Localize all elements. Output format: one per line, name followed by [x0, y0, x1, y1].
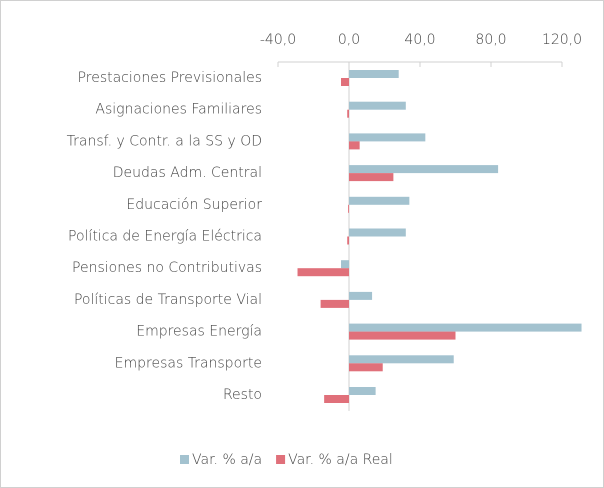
bar	[320, 299, 349, 308]
bar	[297, 268, 349, 277]
bar	[349, 196, 410, 205]
bar	[349, 141, 360, 150]
bar	[349, 387, 376, 395]
bar	[349, 363, 383, 372]
x-tick-label: 80,0	[475, 32, 506, 48]
y-tick-label: Deudas Adm. Central	[113, 165, 262, 181]
y-tick-label: Empresas Energía	[136, 324, 262, 340]
bar	[349, 228, 406, 237]
y-tick-label: Pensiones no Contributivas	[72, 260, 262, 276]
bar	[347, 236, 349, 245]
y-tick-label: Empresas Transporte	[115, 355, 262, 371]
bar	[349, 70, 399, 78]
legend-swatch	[276, 455, 286, 464]
bar	[349, 133, 426, 142]
bar	[349, 291, 373, 300]
bar	[349, 331, 456, 340]
x-tick-label: 120,0	[542, 32, 582, 48]
x-tick-label: 0,0	[338, 32, 360, 48]
y-tick-label: Transf. y Contr. a la SS y OD	[67, 133, 262, 149]
bar	[349, 101, 406, 110]
y-tick-label: Asignaciones Familiares	[95, 102, 262, 118]
bar	[324, 395, 349, 403]
legend-label: Var. % a/a	[192, 452, 262, 468]
x-tick-label: -40,0	[260, 32, 296, 48]
bar	[349, 323, 582, 332]
y-tick-label: Políticas de Transporte Vial	[74, 292, 262, 308]
bar	[349, 173, 394, 182]
bar	[349, 355, 454, 364]
legend-swatch	[180, 455, 189, 464]
bar	[349, 165, 499, 174]
bar	[341, 78, 349, 86]
y-tick-label: Prestaciones Previsionales	[78, 70, 262, 86]
x-tick-label: 40,0	[404, 32, 435, 48]
y-tick-label: Resto	[223, 387, 262, 403]
legend-label: Var. % a/a Real	[288, 452, 393, 468]
bar	[341, 260, 349, 269]
y-tick-label: Política de Energía Eléctrica	[68, 229, 262, 245]
y-tick-label: Educación Superior	[126, 197, 262, 213]
bar	[348, 204, 349, 213]
bar	[347, 109, 349, 118]
